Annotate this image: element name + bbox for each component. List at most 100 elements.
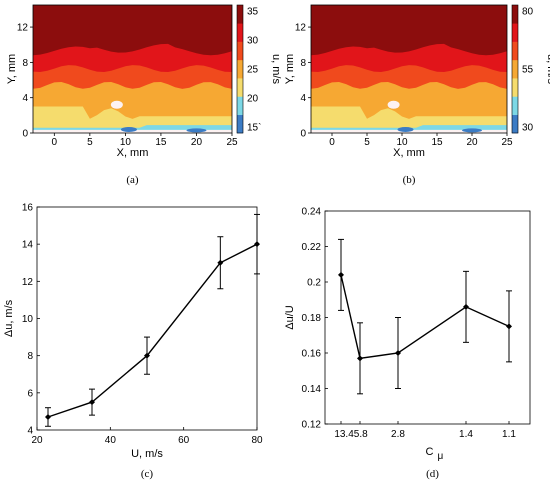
- y-tick-label: 10: [22, 314, 34, 325]
- colorbar-segment: [512, 96, 518, 116]
- x-tick-label: 60: [178, 435, 190, 446]
- white-patch: [110, 100, 123, 109]
- colorbar-segment: [512, 59, 518, 79]
- white-patch: [387, 100, 400, 109]
- y-tick-label: 0.2: [307, 278, 321, 289]
- x-tick-label: 0: [329, 137, 335, 148]
- y-tick-label: 0.16: [302, 349, 322, 360]
- colorbar-tick-label: 80: [522, 7, 534, 18]
- data-point: [395, 350, 401, 356]
- y-tick-label: 14: [22, 240, 34, 251]
- panel-caption: (a): [126, 174, 139, 186]
- low-speed-spot: [186, 128, 207, 133]
- x-tick-label: 5: [364, 137, 370, 148]
- x-tick-label: 20: [31, 435, 43, 446]
- y-tick-label: 16: [22, 203, 34, 214]
- y-tick-label: 8: [300, 58, 306, 69]
- panel-b-heatmap: 0 5 10 15 20 25 0 4 8 12 X, mm Y, mm 80 55 30 u, m/s (b): [284, 4, 550, 186]
- x-tick-label: 40: [105, 435, 117, 446]
- data-point: [217, 259, 224, 266]
- y-tick-label: 0: [22, 129, 28, 140]
- y-axis-label: Δu/U: [284, 305, 296, 330]
- x-tick-label: 2.8: [391, 429, 405, 440]
- colorbar-label: u, m/s: [270, 54, 282, 84]
- y-tick-label: 0.24: [302, 207, 322, 218]
- x-tick-label: 1.4: [459, 429, 473, 440]
- colorbar-tick-label: 15`: [247, 122, 261, 134]
- plot-frame: [32, 4, 233, 134]
- colorbar-segment: [237, 59, 243, 79]
- colorbar-segment: [237, 114, 243, 134]
- y-tick-label: 8: [27, 351, 33, 362]
- data-point: [338, 271, 344, 278]
- x-tick-label: 0: [52, 137, 58, 148]
- x-tick-label: 15: [155, 137, 167, 148]
- colorbar-tick-label: 55: [522, 65, 534, 76]
- y-tick-label: 0: [300, 129, 306, 140]
- panel-caption: (b): [403, 174, 416, 186]
- x-axis-label-subscript: μ: [438, 451, 444, 462]
- plot-frame: [36, 206, 258, 431]
- y-tick-label: 12: [17, 23, 29, 34]
- panel-a-heatmap: 0 5 10 15 20 25 0 4 8 12 X, mm Y, mm 35 30 25 20 15` u, m…: [6, 4, 282, 186]
- y-tick-label: 4: [22, 93, 28, 104]
- x-tick-label: 20: [191, 137, 203, 148]
- colorbar-segment: [237, 23, 243, 42]
- colorbar-tick-label: 25: [247, 65, 259, 76]
- colorbar-segment: [237, 41, 243, 61]
- colorbar-segment: [512, 78, 518, 97]
- y-tick-label: 0.22: [302, 242, 322, 253]
- panel-d-line-chart: 0.12 0.14 0.16 0.18 0.2 0.22 0.24 13.45.8 2.8 1.4…: [284, 207, 531, 480]
- y-tick-label: 0.12: [302, 420, 322, 431]
- data-point: [254, 241, 260, 248]
- y-tick-label: 4: [27, 426, 33, 437]
- data-point: [144, 352, 150, 359]
- data-point: [89, 399, 95, 406]
- colorbar-segment: [237, 96, 243, 116]
- panel-caption: (d): [426, 468, 439, 480]
- x-tick-label: 25: [226, 137, 238, 148]
- data-point: [357, 355, 363, 362]
- plot-frame: [324, 210, 531, 425]
- data-point: [45, 413, 51, 420]
- y-axis-label: Y, mm: [284, 54, 296, 84]
- low-speed-spot: [462, 128, 482, 133]
- x-tick-label: 5: [87, 137, 93, 148]
- y-axis-label: Y, mm: [6, 54, 18, 84]
- colorbar-segment: [512, 41, 518, 61]
- x-tick-label: 15: [431, 137, 443, 148]
- y-tick-label: 0.18: [302, 313, 322, 324]
- low-speed-spot: [120, 126, 137, 132]
- colorbar-label: u, m/s: [545, 54, 550, 84]
- colorbar-frame: [236, 4, 244, 134]
- x-tick-label: 20: [466, 137, 478, 148]
- data-point: [463, 303, 469, 310]
- x-axis-label: X, mm: [117, 147, 149, 159]
- panel-caption: (c): [141, 468, 154, 480]
- colorbar-tick-label: 35: [247, 7, 259, 18]
- y-tick-label: 12: [22, 277, 34, 288]
- colorbar-segment: [512, 114, 518, 134]
- panel-c-line-chart: 20 40 60 80 4 6 8 10 12 14 16 U, m/s Δu, m/s (c): [3, 203, 263, 481]
- x-tick-label: 1.1: [502, 429, 516, 440]
- y-axis-label: Δu, m/s: [3, 299, 15, 337]
- y-tick-label: 8: [22, 58, 28, 69]
- colorbar-tick-label: 30: [247, 36, 259, 47]
- y-tick-label: 4: [300, 93, 306, 104]
- x-tick-label: 10: [396, 137, 408, 148]
- x-axis-label: C: [426, 446, 434, 458]
- x-tick-label: 25: [501, 137, 513, 148]
- y-tick-label: 0.14: [302, 384, 322, 395]
- data-point: [506, 323, 512, 330]
- x-tick-label: 80: [251, 435, 263, 446]
- colorbar-segment: [237, 5, 243, 24]
- colorbar-frame: [511, 4, 519, 134]
- colorbar-segment: [237, 78, 243, 97]
- y-tick-label: 12: [295, 23, 307, 34]
- x-axis-label: U, m/s: [131, 448, 163, 460]
- colorbar-tick-label: 30: [522, 123, 534, 134]
- y-tick-label: 6: [27, 388, 33, 399]
- x-axis-label: X, mm: [393, 147, 425, 159]
- x-tick-label: 10: [120, 137, 132, 148]
